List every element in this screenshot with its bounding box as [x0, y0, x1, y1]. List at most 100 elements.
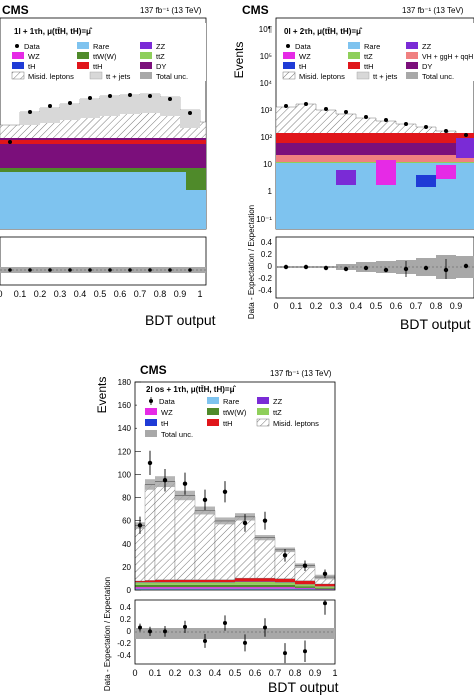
legend-label: WZ	[28, 52, 40, 61]
x-tick-label: 1	[332, 668, 337, 678]
ratio-points-left	[8, 268, 192, 272]
legend-swatch-tth	[348, 62, 360, 69]
ratio-point	[363, 265, 369, 271]
lumi-label-bottom: 137 fb⁻¹ (13 TeV)	[270, 369, 332, 378]
ratio-frame-left	[0, 236, 207, 286]
x-tick-label: 0	[273, 301, 278, 311]
ratio-tick-label: -0.4	[117, 651, 131, 660]
ratio-y-title-right: Data - Expectation / Expectation	[247, 205, 256, 319]
bar-ttz	[215, 582, 235, 585]
data-point	[284, 104, 288, 108]
legend-swatch-rare	[348, 42, 360, 49]
ratio-point	[383, 267, 389, 273]
bar-wz	[175, 587, 195, 589]
data-point	[188, 111, 192, 115]
legend-swatch-misid	[11, 71, 25, 80]
legend-label: Total unc.	[422, 72, 454, 81]
stack-th-right	[416, 175, 436, 187]
stack-ttjets-left	[20, 94, 200, 128]
bar-zz	[235, 588, 255, 589]
stack-wz-right	[376, 160, 396, 185]
ratio-point	[323, 265, 329, 271]
ratio-tick-label: 0.4	[120, 603, 132, 612]
legend-right: Data Rare ZZ WZ ttZ VH + ggH + qqH tH tt…	[282, 42, 473, 81]
stack-rare-left	[0, 172, 206, 229]
bar-rare	[295, 588, 315, 590]
stack-zz-right	[336, 170, 356, 185]
data-point	[464, 133, 468, 137]
legend-label: Misid. leptons	[28, 72, 74, 81]
x-ticks-bottom: 0 0.1 0.2 0.3 0.4 0.5 0.6 0.7 0.8 0.9 1	[132, 668, 337, 678]
bar-ttz	[255, 581, 275, 585]
x-tick-label: 0.7	[410, 301, 423, 311]
y-tick-label: 0	[127, 586, 132, 595]
bar-tth	[145, 580, 155, 583]
legend-swatch-misid	[282, 71, 296, 80]
bar-tth	[195, 579, 215, 583]
y-tick-label: 60	[122, 517, 131, 526]
ratio-point	[303, 649, 307, 654]
data-point	[344, 110, 348, 114]
ratio-point	[403, 266, 409, 272]
x-tick-label: 0.1	[14, 289, 27, 299]
data-points-left	[8, 93, 192, 144]
ratio-point	[48, 268, 52, 272]
data-point	[322, 571, 328, 577]
lumi-label-right: 137 fb⁻¹ (13 TeV)	[402, 6, 464, 15]
x-tick-label: 0.5	[94, 289, 107, 299]
cms-label-left: CMS	[2, 3, 29, 17]
bar-ttw-w	[155, 584, 175, 588]
ratio-point	[138, 625, 142, 630]
x-tick-label: 0.6	[249, 668, 262, 678]
channel-label-left: 1l + 1τh, μ(tt̄H, tH)=μ̂	[14, 27, 93, 36]
legend-bottom: Data Rare ZZ WZ ttW(W) ttZ tH ttH Total …	[145, 397, 319, 439]
legend-label: ttZ	[273, 408, 282, 417]
bar-wz	[235, 587, 255, 589]
bar-ttw-w	[145, 584, 155, 588]
data-point	[222, 489, 228, 494]
ratio-point	[163, 629, 167, 634]
data-point	[147, 460, 153, 466]
legend-swatch-zz	[257, 397, 269, 404]
legend-label: Rare	[93, 42, 109, 51]
x-tick-label: 0.6	[390, 301, 403, 311]
data-point	[202, 497, 208, 503]
y-ticks-right: 10¶ 10⁵ 10⁴ 10³ 10² 10 1 10⁻¹	[256, 25, 272, 224]
bar-misid-leptons	[154, 481, 176, 580]
x-axis-title-bottom: BDT output	[268, 679, 339, 695]
ratio-point	[88, 268, 92, 272]
stack-bottom	[134, 481, 336, 590]
bar-ttz	[315, 586, 335, 588]
bar-zz	[145, 588, 155, 589]
legend-swatch-th	[283, 62, 295, 69]
y-tick-label: 160	[118, 401, 132, 410]
ratio-point	[463, 263, 469, 269]
ratio-tick-label: 0.2	[120, 615, 132, 624]
data-point	[128, 93, 132, 97]
legend-swatch-unc	[406, 72, 418, 79]
legend-marker-data	[286, 44, 290, 48]
bar-tth	[235, 578, 255, 582]
ratio-tick-label: -0.2	[258, 274, 272, 283]
ratio-ticks-right: 0.4 0.2 0 -0.2 -0.4	[258, 238, 272, 295]
ratio-tick-label: 0	[127, 627, 132, 636]
legend-swatch-ttjets	[356, 71, 370, 80]
y-axis-title-bottom: Events	[95, 377, 109, 414]
x-tick-label: 0.4	[209, 668, 222, 678]
x-tick-label: 0.8	[430, 301, 443, 311]
bar-rare	[275, 588, 295, 590]
x-tick-label: 0.5	[229, 668, 242, 678]
x-tick-label: 0.7	[134, 289, 147, 299]
data-point	[8, 140, 12, 144]
bar-tth	[155, 579, 175, 583]
legend-bg-right	[278, 23, 474, 81]
legend-swatch-unc	[145, 430, 157, 437]
x-tick-label: 1	[197, 289, 202, 299]
x-tick-label: 0.9	[309, 668, 322, 678]
ratio-point	[323, 601, 327, 606]
legend-label: ZZ	[422, 42, 432, 51]
ratio-point	[8, 268, 12, 272]
ratio-y-title-bottom: Data - Expectation / Expectation	[103, 577, 112, 691]
legend-swatch-tth	[77, 62, 89, 69]
data-point	[302, 563, 308, 568]
